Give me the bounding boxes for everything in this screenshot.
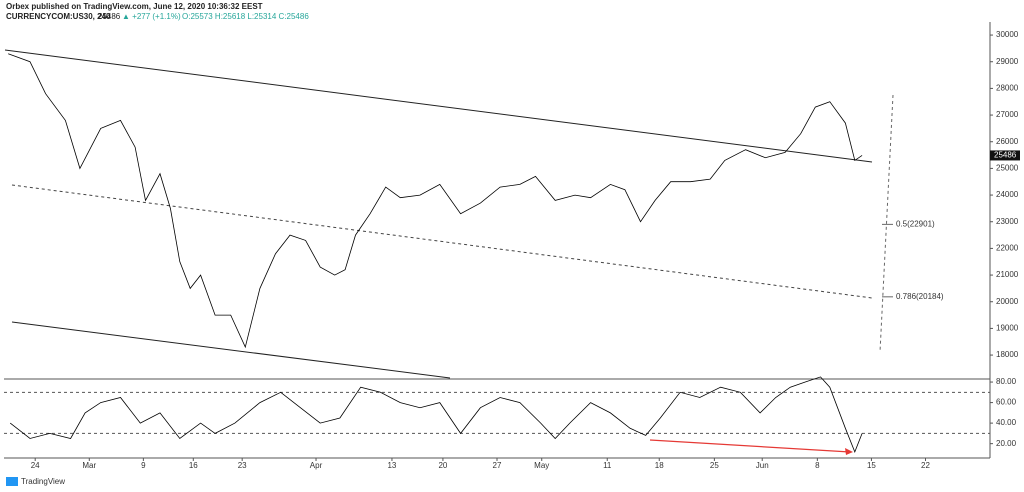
y-tick-label: 27000 (996, 110, 1019, 119)
y-tick-label: 24000 (996, 190, 1019, 199)
brand: TradingView (21, 477, 65, 486)
y-tick-label: 18000 (996, 350, 1019, 359)
x-tick-label: Apr (310, 461, 323, 470)
x-tick-label: 23 (238, 461, 247, 470)
x-tick-label: 27 (493, 461, 502, 470)
divergence-arrow (649, 439, 851, 453)
y-tick-label: 25000 (996, 164, 1019, 173)
y-tick-label: 40.00 (996, 418, 1017, 427)
y-tick-label: 22000 (996, 244, 1019, 253)
symbol: CURRENCYCOM:US30, 240 (6, 12, 111, 21)
channel-mid (11, 184, 873, 299)
y-tick-label: 30000 (996, 30, 1019, 39)
x-tick-label: 20 (438, 461, 447, 470)
y-tick-label: 26000 (996, 137, 1019, 146)
trend-line (4, 49, 873, 163)
last-price-label: 25486 (994, 151, 1017, 160)
x-tick-label: 8 (815, 461, 820, 470)
fib-label: 0.786(20184) (896, 292, 944, 301)
x-tick-label: 16 (189, 461, 198, 470)
series-line (8, 53, 863, 349)
x-tick-label: 15 (867, 461, 876, 470)
x-tick-label: 25 (710, 461, 719, 470)
ohlc: O:25573 H:25618 L:25314 C:25486 (182, 12, 309, 21)
series-line (9, 376, 863, 453)
y-tick-label: 29000 (996, 57, 1019, 66)
logo (6, 477, 18, 486)
channel-lower (11, 321, 451, 379)
y-tick-label: 20.00 (996, 439, 1017, 448)
x-tick-label: May (534, 461, 549, 470)
y-tick-label: 19000 (996, 324, 1019, 333)
header-price: 25486 (98, 12, 121, 21)
arrow-head (845, 448, 853, 455)
change: ▲ +277 (+1.1%) (122, 12, 181, 21)
x-tick-label: 24 (31, 461, 40, 470)
fib-line (879, 94, 894, 353)
x-tick-label: 9 (141, 461, 146, 470)
x-tick-label: 22 (921, 461, 930, 470)
x-tick-label: Jun (756, 461, 769, 470)
x-tick-label: 11 (603, 461, 612, 470)
y-tick-label: 28000 (996, 84, 1019, 93)
x-tick-label: 13 (387, 461, 396, 470)
y-tick-label: 21000 (996, 270, 1019, 279)
x-tick-label: Mar (82, 461, 96, 470)
y-tick-label: 20000 (996, 297, 1019, 306)
y-tick-label: 80.00 (996, 377, 1017, 386)
last-price-box (990, 150, 1020, 161)
fib-label: 0.5(22901) (896, 219, 935, 228)
x-tick-label: 18 (655, 461, 664, 470)
y-tick-label: 23000 (996, 217, 1019, 226)
publisher: Orbex published on TradingView.com, June… (6, 2, 263, 11)
y-tick-label: 60.00 (996, 398, 1017, 407)
